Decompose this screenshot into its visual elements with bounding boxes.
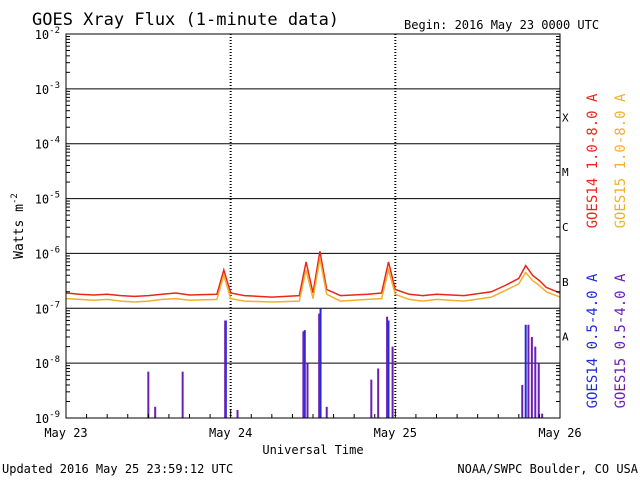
updated-time: Updated 2016 May 25 23:59:12 UTC [2, 462, 233, 476]
y-tick-label: 10-5 [35, 191, 60, 207]
y-tick-label: 10-6 [35, 245, 60, 261]
legend: GOES14 1.0-8.0 A GOES15 1.0-8.0 A GOES14 0… [585, 93, 629, 408]
plot-frame [65, 33, 561, 419]
series-line [65, 258, 561, 303]
flare-class-labels: X M C B A [562, 111, 569, 343]
flare-class-label: M [562, 166, 569, 179]
begin-time: Begin: 2016 May 23 0000 UTC [404, 18, 599, 32]
x-tick-labels: May 23 May 24 May 25 May 26 [44, 426, 581, 440]
x-axis-label: Universal Time [262, 443, 363, 457]
x-tick-label: May 25 [374, 426, 417, 440]
flare-class-label: B [562, 276, 569, 289]
gridlines [66, 34, 560, 418]
plot-area [66, 34, 560, 418]
x-tick-label: May 24 [209, 426, 252, 440]
legend-entry: GOES15 1.0-8.0 A [613, 93, 629, 228]
legend-entry: GOES14 1.0-8.0 A [585, 93, 601, 228]
x-tick-label: May 23 [44, 426, 87, 440]
axis-ticks [65, 36, 561, 418]
legend-entry: GOES14 0.5-4.0 A [585, 273, 601, 408]
x-tick-label: May 26 [538, 426, 581, 440]
y-tick-label: 10-2 [35, 26, 60, 42]
flare-class-label: A [562, 331, 569, 344]
y-tick-label: 10-9 [35, 410, 60, 426]
y-tick-label: 10-8 [35, 355, 60, 371]
y-tick-label: 10-3 [35, 81, 60, 97]
flare-class-label: X [562, 111, 569, 124]
y-tick-label: 10-7 [35, 300, 60, 316]
series-line [65, 251, 561, 298]
series-layer [65, 251, 561, 418]
flare-class-label: C [562, 221, 569, 234]
credit-text: NOAA/SWPC Boulder, CO USA [457, 462, 638, 476]
y-axis-label: Watts m-2 [10, 193, 27, 259]
y-tick-labels: 10-2 10-3 10-4 10-5 10-6 10-7 10-8 10-9 [35, 26, 60, 426]
y-tick-label: 10-4 [35, 136, 60, 152]
legend-entry: GOES15 0.5-4.0 A [613, 273, 629, 408]
chart-title: GOES Xray Flux (1-minute data) [32, 10, 339, 30]
